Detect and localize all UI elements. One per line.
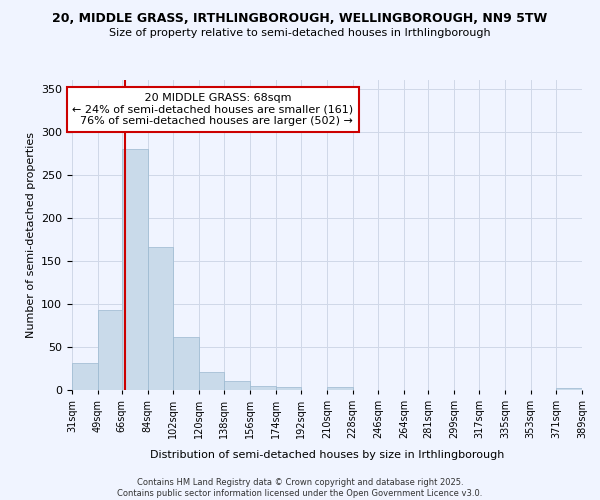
Text: Size of property relative to semi-detached houses in Irthlingborough: Size of property relative to semi-detach…	[109, 28, 491, 38]
X-axis label: Distribution of semi-detached houses by size in Irthlingborough: Distribution of semi-detached houses by …	[150, 450, 504, 460]
Bar	[556, 388, 582, 390]
Bar	[224, 382, 250, 390]
Bar	[148, 247, 173, 390]
Text: 20, MIDDLE GRASS, IRTHLINGBOROUGH, WELLINGBOROUGH, NN9 5TW: 20, MIDDLE GRASS, IRTHLINGBOROUGH, WELLI…	[52, 12, 548, 26]
Bar	[276, 386, 301, 390]
Text: 20 MIDDLE GRASS: 68sqm
← 24% of semi-detached houses are smaller (161)
  76% of : 20 MIDDLE GRASS: 68sqm ← 24% of semi-det…	[73, 93, 353, 126]
Bar	[72, 364, 98, 390]
Bar	[250, 386, 276, 390]
Bar	[199, 372, 224, 390]
Bar	[98, 310, 123, 390]
Bar	[327, 388, 353, 390]
Bar	[173, 338, 199, 390]
Text: Contains HM Land Registry data © Crown copyright and database right 2025.
Contai: Contains HM Land Registry data © Crown c…	[118, 478, 482, 498]
Bar	[122, 149, 148, 390]
Y-axis label: Number of semi-detached properties: Number of semi-detached properties	[26, 132, 35, 338]
